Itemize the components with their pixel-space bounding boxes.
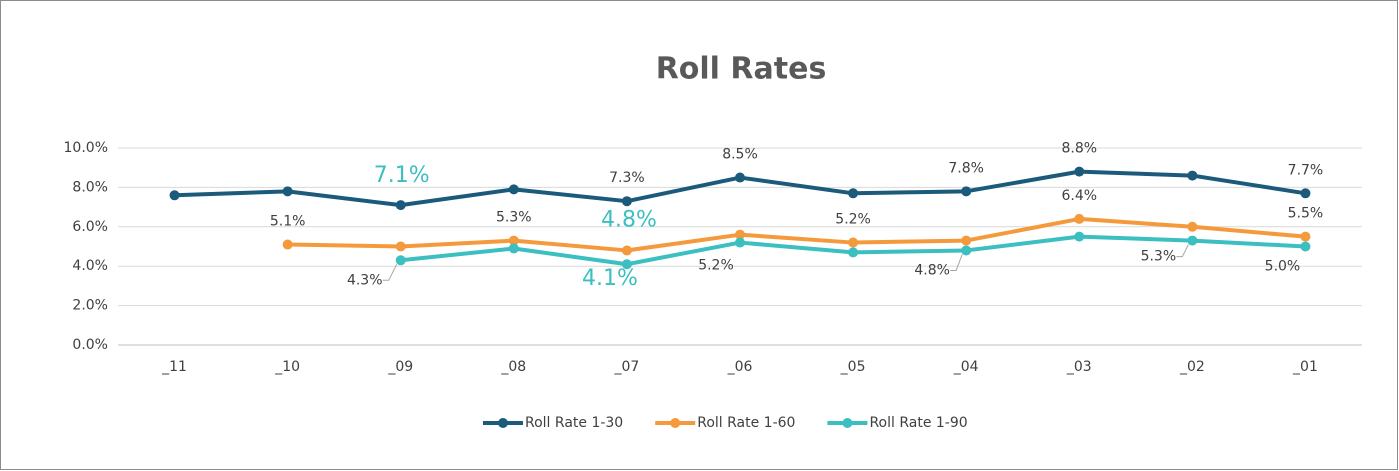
data-point: [621, 259, 632, 270]
data-label: 7.1%: [374, 163, 430, 188]
data-point: [508, 184, 519, 195]
y-tick-label: 6.0%: [72, 219, 108, 235]
data-label: 5.2%: [835, 212, 871, 228]
data-label: 8.5%: [722, 147, 758, 163]
data-point: [735, 237, 745, 248]
data-point: [282, 186, 293, 197]
legend-marker: [498, 418, 508, 428]
data-point: [1300, 231, 1311, 242]
data-point: [848, 247, 859, 258]
data-point: [735, 172, 745, 183]
legend-marker: [670, 418, 681, 428]
data-point: [1074, 166, 1085, 177]
data-label: 7.7%: [1288, 162, 1324, 178]
series-line: [287, 216, 1306, 253]
data-point: [395, 241, 406, 252]
legend-label: Roll Rate 1-30: [525, 415, 623, 431]
data-label: 5.3%: [496, 210, 532, 226]
legend-label: Roll Rate 1-90: [869, 415, 967, 431]
data-point: [961, 235, 972, 246]
leader-line: [950, 254, 963, 271]
x-tick-label: _06: [727, 359, 753, 375]
x-tick-label: _04: [953, 359, 979, 375]
legend-marker: [842, 418, 853, 428]
data-point: [621, 245, 632, 256]
data-label: 5.1%: [270, 214, 306, 230]
data-point: [395, 200, 406, 211]
y-tick-label: 8.0%: [72, 179, 108, 195]
data-point: [508, 235, 519, 246]
data-point: [1187, 221, 1198, 232]
chart-title: Roll Rates: [656, 52, 827, 87]
data-label: 4.8%: [914, 262, 950, 278]
x-tick-label: _09: [387, 359, 413, 375]
x-tick-label: _01: [1292, 359, 1318, 375]
data-label: 4.8%: [601, 207, 657, 232]
data-point: [1074, 231, 1085, 242]
data-point: [508, 243, 519, 254]
data-point: [1074, 213, 1085, 224]
data-label: 4.3%: [347, 272, 383, 288]
x-tick-label: _03: [1066, 359, 1092, 375]
data-point: [1187, 235, 1198, 246]
y-tick-label: 10.0%: [64, 140, 108, 156]
data-label: 5.3%: [1141, 249, 1177, 265]
x-tick-label: _05: [840, 359, 866, 375]
data-point: [395, 255, 406, 266]
data-point: [282, 239, 293, 250]
x-tick-label: _07: [613, 359, 639, 375]
data-point: [1187, 170, 1198, 181]
y-tick-label: 0.0%: [72, 337, 108, 353]
leader-line: [382, 264, 398, 281]
data-point: [169, 190, 180, 201]
y-tick-label: 2.0%: [72, 298, 108, 314]
legend-label: Roll Rate 1-60: [697, 415, 795, 431]
data-point: [848, 237, 859, 248]
leader-line: [1176, 244, 1189, 258]
data-label: 7.3%: [609, 170, 645, 186]
data-point: [735, 229, 745, 240]
data-label: 7.8%: [948, 160, 984, 176]
data-label: 5.0%: [1265, 259, 1301, 275]
data-label: 5.2%: [698, 258, 734, 274]
x-tick-label: _02: [1179, 359, 1205, 375]
data-label: 4.1%: [582, 266, 638, 291]
data-point: [961, 186, 972, 197]
data-point: [848, 188, 859, 199]
data-point: [1300, 241, 1311, 252]
data-label: 5.5%: [1288, 206, 1324, 222]
data-point: [961, 245, 972, 256]
y-tick-label: 4.0%: [72, 258, 108, 274]
data-point: [621, 196, 632, 207]
data-label: 8.8%: [1061, 141, 1097, 157]
data-label: 6.4%: [1061, 188, 1097, 204]
data-point: [1300, 188, 1311, 199]
x-tick-label: _10: [274, 359, 300, 375]
x-tick-label: _11: [161, 359, 187, 375]
x-tick-label: _08: [500, 359, 526, 375]
